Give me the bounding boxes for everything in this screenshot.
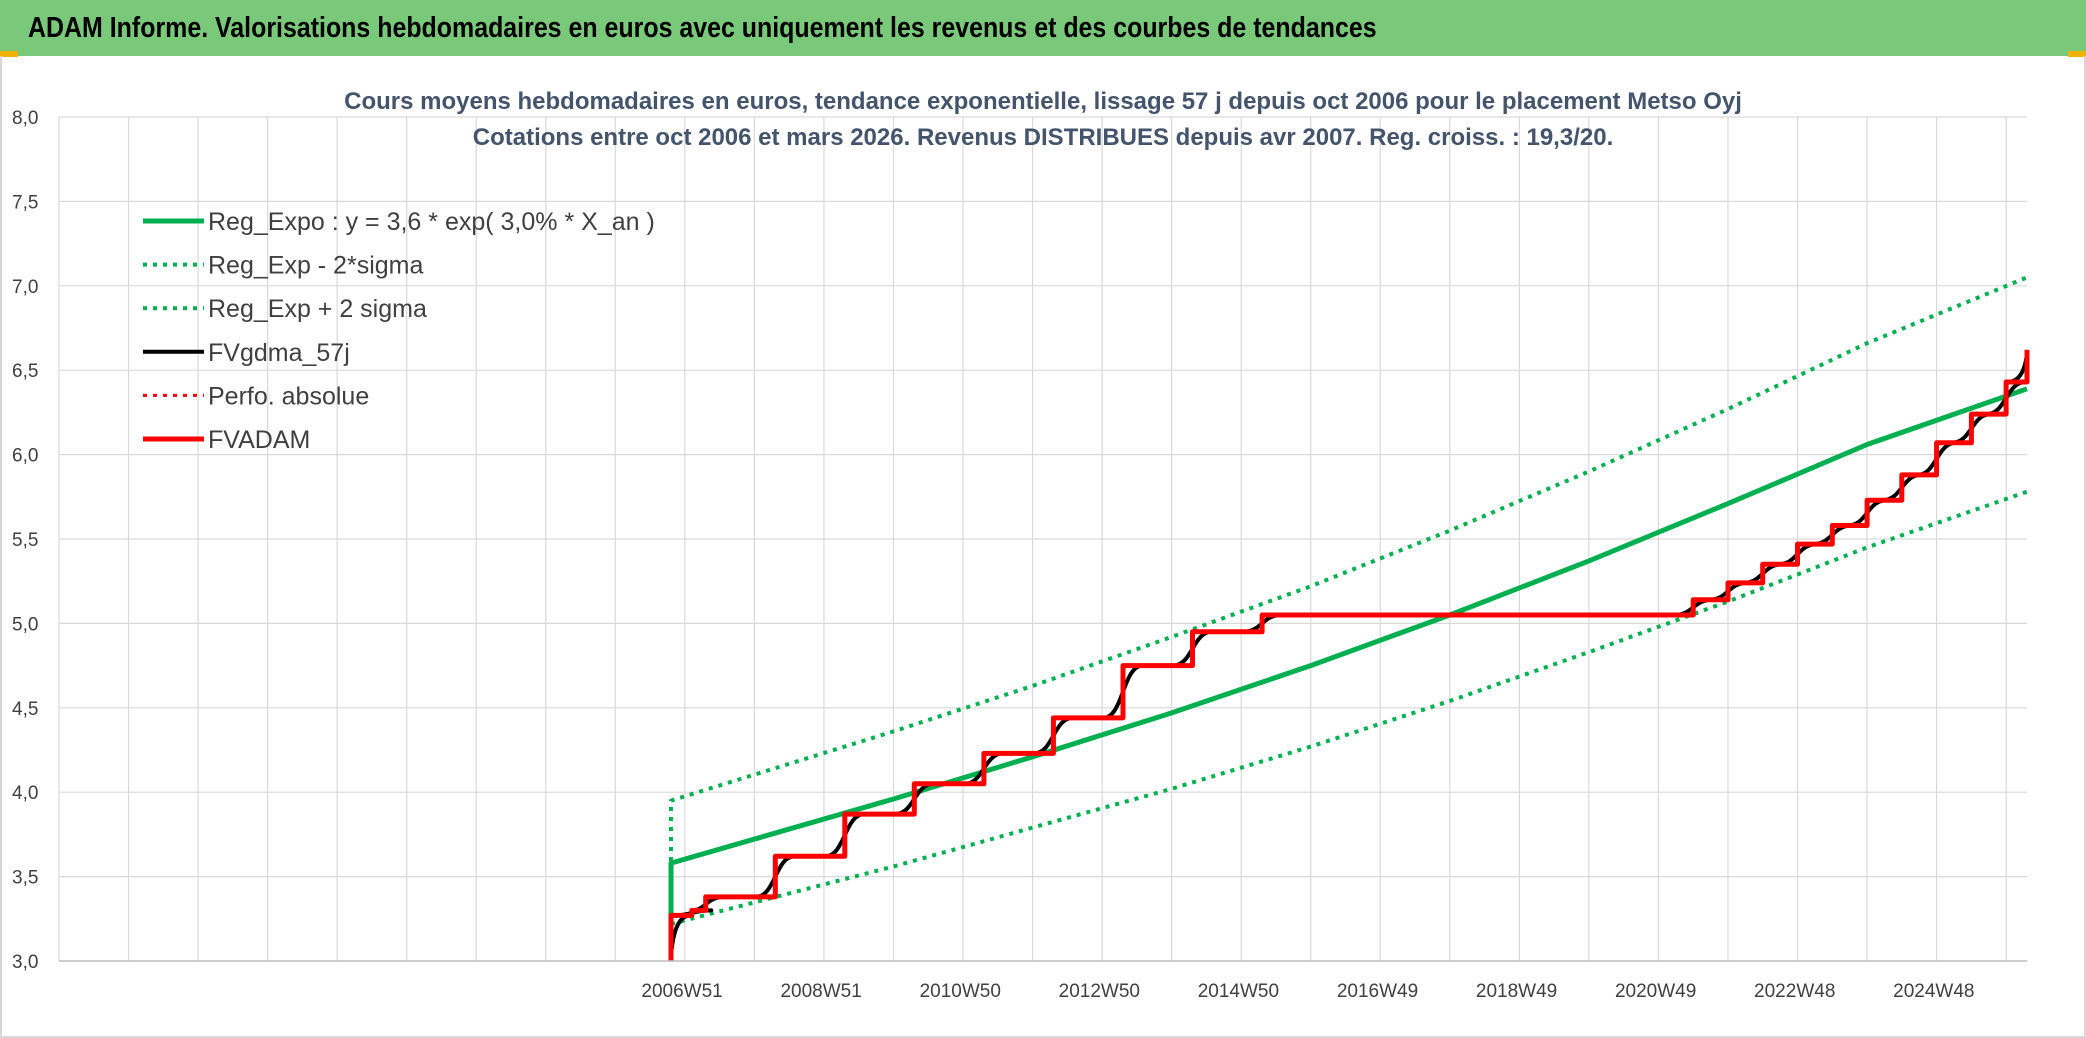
grid-layer [58, 116, 2027, 962]
chart-title-line: Cotations entre oct 2006 et mars 2026. R… [473, 124, 1613, 151]
report-header: ADAM Informe. Valorisations hebdomadaire… [0, 0, 2086, 56]
x-tick-label: 2018W49 [1476, 981, 1557, 1002]
series-layer [668, 275, 2030, 962]
y-tick-label: 3,0 [12, 952, 38, 973]
legend-label: FVgdma_57j [208, 339, 350, 367]
chart-title-line: Cours moyens hebdomadaires en euros, ten… [344, 88, 1742, 115]
y-tick-label: 8,0 [12, 108, 38, 129]
series-line-1 [670, 489, 2028, 926]
y-tick-label: 3,5 [12, 868, 38, 889]
x-tick-label: 2006W51 [641, 981, 722, 1002]
x-tick-label: 2022W48 [1754, 981, 1835, 1002]
legend-label: FVADAM [208, 426, 310, 454]
y-tick-label: 5,5 [12, 530, 38, 551]
y-tick-label: 4,0 [12, 783, 38, 804]
corner-marker-left [0, 51, 18, 57]
x-tick-label: 2012W50 [1059, 981, 1140, 1002]
series-line-5 [668, 349, 2030, 961]
chart-title: Cours moyens hebdomadaires en euros, ten… [344, 88, 1742, 151]
series-line-0 [668, 386, 2028, 961]
x-tick-label: 2014W50 [1198, 981, 1279, 1002]
x-tick-label: 2008W51 [780, 981, 861, 1002]
y-tick-label: 5,0 [12, 614, 38, 635]
y-tick-label: 7,5 [12, 192, 38, 213]
y-tick-label: 7,0 [12, 277, 38, 298]
axis-layer: 3,0 3,5 4,0 4,5 5,0 5,5 6,0 6,5 7,0 7,5 8,0 2006W51… [12, 108, 2027, 1002]
legend-label: Reg_Exp - 2*sigma [208, 252, 423, 280]
legend-label: Perfo. absolue [208, 382, 369, 410]
chart-frame [0, 56, 2086, 1038]
x-tick-label: 2024W48 [1893, 981, 1974, 1002]
line-chart: Cours moyens hebdomadaires en euros, ten… [12, 88, 2030, 1002]
legend-label: Reg_Expo : y = 3,6 * exp( 3,0% * X_an ) [208, 208, 655, 236]
legend: Reg_Expo : y = 3,6 * exp( 3,0% * X_an ) R… [143, 208, 655, 454]
series-line-2 [669, 275, 2028, 961]
x-tick-label: 2010W50 [920, 981, 1001, 1002]
y-tick-label: 6,0 [12, 446, 38, 467]
report-title: ADAM Informe. Valorisations hebdomadaire… [28, 11, 1377, 44]
x-tick-label: 2016W49 [1337, 981, 1418, 1002]
series-line-3 [669, 349, 2029, 962]
y-tick-label: 6,5 [12, 361, 38, 382]
corner-marker-right [2068, 51, 2086, 57]
legend-label: Reg_Exp + 2 sigma [208, 295, 427, 323]
y-tick-label: 4,5 [12, 699, 38, 720]
x-tick-label: 2020W49 [1615, 981, 1696, 1002]
